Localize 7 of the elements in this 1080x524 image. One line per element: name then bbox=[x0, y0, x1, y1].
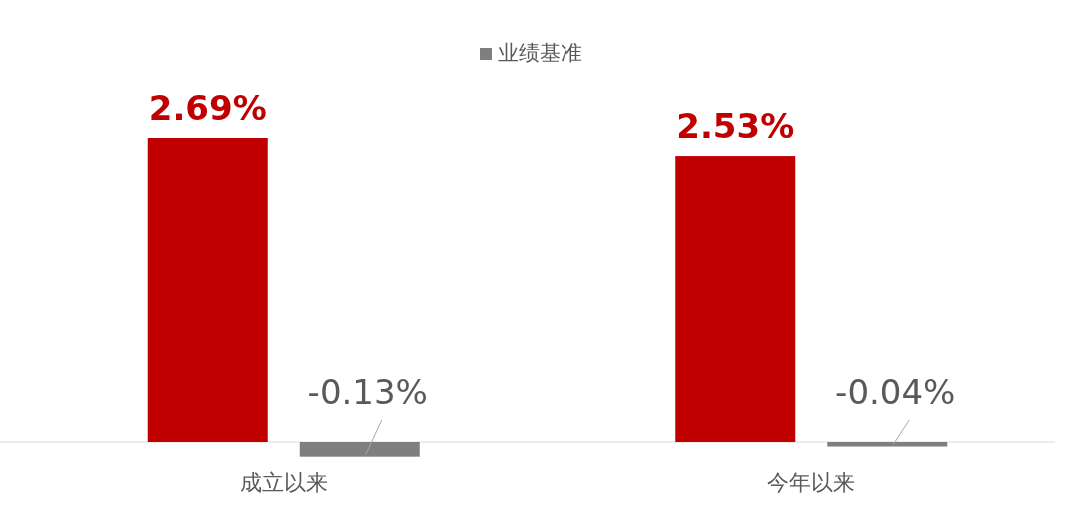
legend-label: 业绩基准 bbox=[498, 41, 582, 65]
data-label: 2.69% bbox=[148, 88, 267, 128]
x-tick-label: 今年以来 bbox=[767, 470, 856, 495]
x-tick-label: 成立以来 bbox=[239, 470, 328, 495]
data-label: 2.53% bbox=[676, 106, 795, 147]
data-label: -0.04% bbox=[835, 372, 956, 412]
data-label: -0.13% bbox=[307, 372, 428, 412]
